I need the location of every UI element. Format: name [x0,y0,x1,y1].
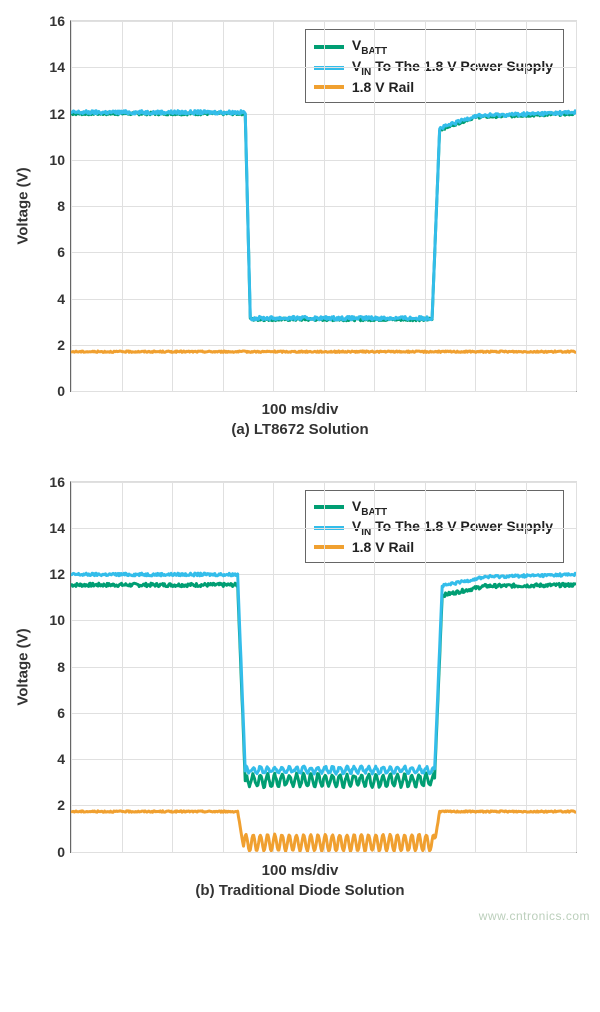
y-tick-label: 2 [57,797,71,813]
grid-line-h [71,391,576,392]
grid-line-h [71,852,576,853]
y-tick-label: 16 [49,474,71,490]
chart-b-block: Voltage (V) VBATTVIN To The 1.8 V Power … [10,481,590,902]
y-tick-label: 10 [49,152,71,168]
y-tick-label: 10 [49,612,71,628]
chart-b-title: (b) Traditional Diode Solution [10,881,590,901]
chart-a-block: Voltage (V) VBATTVIN To The 1.8 V Power … [10,20,590,441]
trace-vin [71,111,576,320]
y-tick-label: 16 [49,13,71,29]
y-tick-label: 4 [57,751,71,767]
trace-layer [71,482,576,852]
grid-line-v [576,21,577,391]
trace-rail [71,810,576,851]
y-tick-label: 0 [57,383,71,399]
chart-a-caption: 100 ms/div (a) LT8672 Solution [10,400,590,441]
y-tick-label: 4 [57,291,71,307]
y-tick-label: 6 [57,244,71,260]
y-axis-label-b: Voltage (V) [15,628,32,705]
y-tick-label: 12 [49,566,71,582]
y-tick-label: 12 [49,106,71,122]
watermark-text: www.cntronics.com [479,909,590,923]
grid-line-v [576,482,577,852]
chart-b-plot: Voltage (V) VBATTVIN To The 1.8 V Power … [70,481,577,853]
y-tick-label: 14 [49,520,71,536]
chart-b-caption: 100 ms/div (b) Traditional Diode Solutio… [10,861,590,902]
y-tick-label: 8 [57,198,71,214]
trace-vbatt [71,112,576,321]
trace-rail [71,351,576,352]
y-tick-label: 6 [57,705,71,721]
trace-vin [71,573,576,774]
y-tick-label: 0 [57,844,71,860]
chart-a-xlabel: 100 ms/div [10,400,590,420]
trace-layer [71,21,576,391]
chart-b-xlabel: 100 ms/div [10,861,590,881]
chart-a-title: (a) LT8672 Solution [10,420,590,440]
charts-wrapper: Voltage (V) VBATTVIN To The 1.8 V Power … [10,20,590,901]
y-tick-label: 14 [49,59,71,75]
trace-vbatt [71,583,576,787]
chart-a-plot: Voltage (V) VBATTVIN To The 1.8 V Power … [70,20,577,392]
y-tick-label: 8 [57,659,71,675]
y-tick-label: 2 [57,337,71,353]
y-axis-label-a: Voltage (V) [15,167,32,244]
